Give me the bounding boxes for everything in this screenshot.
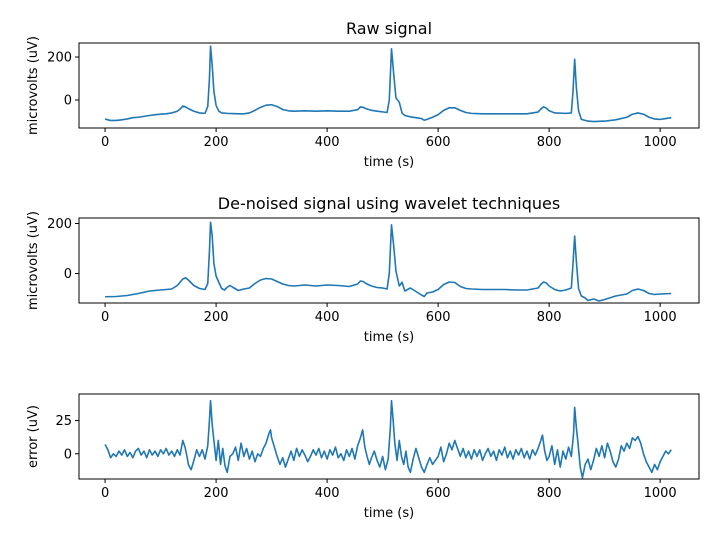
x-tick-label-2-800: 800	[537, 310, 562, 325]
x-tick-label-2-600: 600	[426, 310, 451, 325]
y-tick-label-1-200: 200	[47, 50, 72, 65]
chart-title-1: Raw signal	[346, 19, 432, 38]
x-tick-label-3-600: 600	[426, 486, 451, 501]
axes-frame-1	[78, 42, 700, 129]
x-tick-label-3-800: 800	[537, 486, 562, 501]
x-tick-label-2-0: 0	[101, 310, 109, 325]
series-line-3-1	[104, 399, 672, 479]
y-axis-label-2: microvolts (uV)	[26, 211, 41, 310]
x-tick-label-1-400: 400	[315, 135, 340, 150]
y-tick-label-2-0: 0	[64, 267, 72, 282]
series-line-1-1	[104, 45, 672, 123]
x-tick-label-3-400: 400	[315, 486, 340, 501]
x-tick-label-3-1000: 1000	[644, 486, 677, 501]
x-tick-label-1-600: 600	[426, 135, 451, 150]
y-tick-label-3-25: 25	[55, 414, 72, 429]
chart-panel-1: 0 200 400 600 800 1000 0 200 time (s) microvolts …	[26, 19, 700, 170]
x-axis-label-1: time (s)	[364, 155, 414, 170]
axes-frame-3	[78, 393, 700, 480]
y-tick-label-3-0: 0	[64, 447, 72, 462]
chart-title-2: De-noised signal using wavelet technique…	[218, 194, 560, 213]
x-tick-label-1-800: 800	[537, 135, 562, 150]
x-tick-label-2-200: 200	[204, 310, 229, 325]
chart-panel-2: 0 200 400 600 800 1000 0 200 time (s) microvolts …	[26, 194, 700, 345]
y-tick-label-1-0: 0	[64, 94, 72, 109]
x-axis-label-3: time (s)	[364, 506, 414, 521]
x-tick-label-2-1000: 1000	[644, 310, 677, 325]
x-tick-label-1-200: 200	[204, 135, 229, 150]
y-tick-label-2-200: 200	[47, 217, 72, 232]
x-tick-label-1-0: 0	[101, 135, 109, 150]
series-line-2-1	[105, 221, 672, 302]
axes-frame-2	[78, 217, 700, 304]
x-tick-label-3-0: 0	[101, 486, 109, 501]
x-tick-label-2-400: 400	[315, 310, 340, 325]
y-axis-label-1: microvolts (uV)	[26, 36, 41, 135]
y-axis-label-3: error (uV)	[26, 405, 41, 468]
x-tick-label-1-1000: 1000	[644, 135, 677, 150]
chart-panel-3: 0 200 400 600 800 1000 0 25 time (s) error (uV)	[26, 393, 700, 521]
x-axis-label-2: time (s)	[364, 330, 414, 345]
x-tick-label-3-200: 200	[204, 486, 229, 501]
